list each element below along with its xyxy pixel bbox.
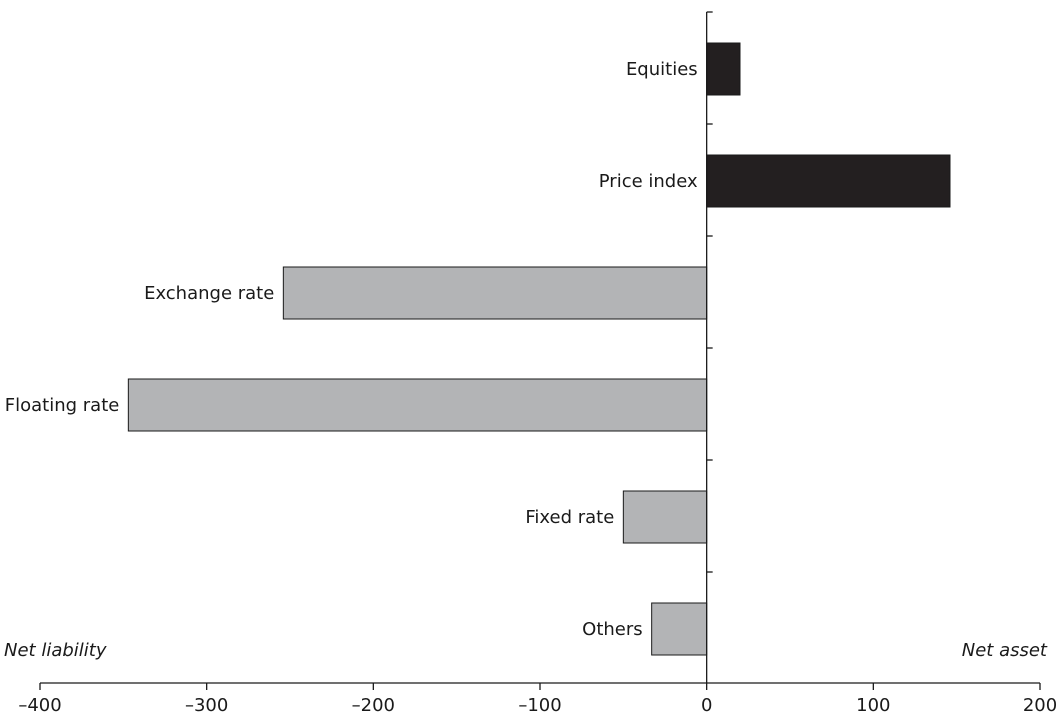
bar-others [651, 602, 708, 656]
x-tick-label: –400 [18, 695, 61, 716]
bar-price-index [706, 154, 951, 208]
x-tick-label: –100 [518, 695, 561, 716]
x-tick-label: 200 [1023, 695, 1057, 716]
category-labels-group: Equities Price index Exchange rate Floating… [5, 59, 698, 640]
net-liability-annotation: Net liability [4, 640, 107, 661]
zero-axis-group [706, 11, 713, 683]
bar-fixed-rate [622, 490, 708, 544]
x-tick-label: –200 [352, 695, 395, 716]
x-tick-label: 0 [701, 695, 712, 716]
category-label: Floating rate [5, 395, 120, 416]
x-tick-label: 100 [856, 695, 890, 716]
x-axis-group: –400 –300 –200 –100 0 100 200 [18, 682, 1057, 716]
bar-exchange-rate [282, 266, 708, 320]
category-label: Price index [599, 171, 698, 192]
bars-group [127, 42, 951, 656]
bar-equities [706, 42, 741, 96]
category-label: Others [582, 619, 643, 640]
category-label: Equities [626, 59, 698, 80]
category-label: Exchange rate [144, 283, 274, 304]
x-tick-label: –300 [185, 695, 228, 716]
category-label: Fixed rate [525, 507, 614, 528]
net-asset-annotation: Net asset [962, 640, 1048, 661]
bar-floating-rate [127, 378, 708, 432]
